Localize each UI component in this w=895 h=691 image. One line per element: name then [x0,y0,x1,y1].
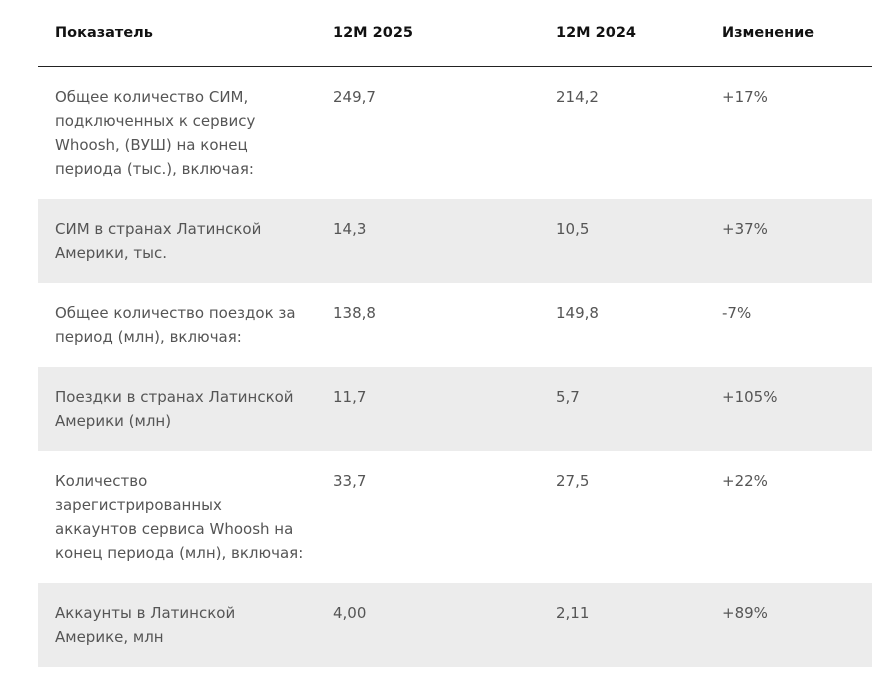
table-cell: Количество зарегистрированных аккаунтов … [55,472,304,562]
table-body: Общее количество СИМ, подключенных к сер… [38,67,872,667]
header-cell: Показатель [38,0,316,67]
table-cell: 14,3 [316,199,539,283]
table-cell: +37% [705,199,872,283]
header-cell: 12М 2024 [539,0,705,67]
table-cell: 33,7 [333,472,367,490]
table-cell: +105% [705,367,872,451]
header-cell: 12М 2025 [316,0,539,67]
table-cell: 214,2 [556,88,599,106]
table-cell: 2,11 [539,583,705,667]
table-cell: СИМ в странах Латинской Америки, тыс. [38,199,316,283]
table-row: Общее количество СИМ, подключенных к сер… [38,67,872,200]
table-cell: 10,5 [539,199,705,283]
table-cell: 5,7 [539,367,705,451]
table-cell: 249,7 [333,88,376,106]
table-cell: 11,7 [316,367,539,451]
table-row: Количество зарегистрированных аккаунтов … [38,451,872,583]
table-row: Поездки в странах Латинской Америки (млн… [38,367,872,451]
header-row: Показатель 12М 2025 12М 2024 Изменение [38,0,872,67]
table-cell: 4,00 [316,583,539,667]
table-cell: Поездки в странах Латинской Америки (млн… [38,367,316,451]
table-cell: -7% [722,304,752,322]
table-row: СИМ в странах Латинской Америки, тыс. 14,… [38,199,872,283]
table-cell: 149,8 [556,304,599,322]
data-table: Показатель 12М 2025 12М 2024 Изменение Обще… [38,0,872,667]
table-cell: +22% [722,472,768,490]
table-cell: +17% [722,88,768,106]
table-row: Общее количество поездок за период (млн)… [38,283,872,367]
table-cell: Аккаунты в Латинской Америке, млн [38,583,316,667]
table-cell: Общее количество поездок за период (млн)… [55,304,296,346]
table-cell: +89% [705,583,872,667]
table-cell: 27,5 [556,472,590,490]
header-cell: Изменение [705,0,872,67]
table-cell: Общее количество СИМ, подключенных к сер… [55,88,256,178]
table-cell: 138,8 [333,304,376,322]
table-row: Аккаунты в Латинской Америке, млн 4,00 2,1… [38,583,872,667]
